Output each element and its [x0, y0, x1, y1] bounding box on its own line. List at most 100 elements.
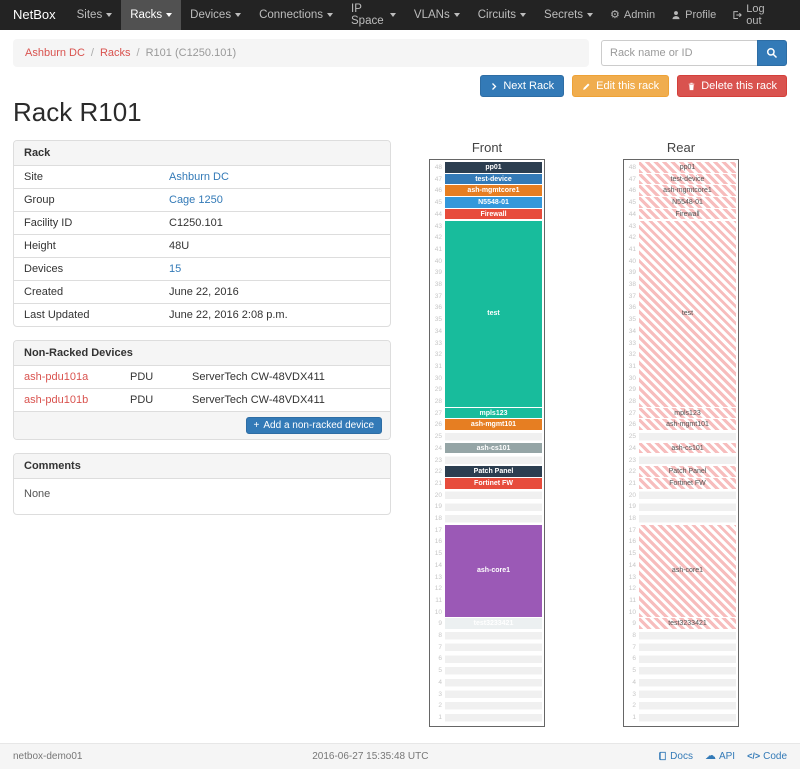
unit-number: 15 [628, 550, 636, 558]
rack-elevations: Front 48 47 46 45 44 43 42 41 40 39 38 37 36 35 34 33 32… [429, 140, 739, 727]
attr-label: Last Updated [24, 309, 90, 321]
rack-device-patch-panel-rear[interactable]: Patch Panel [639, 466, 736, 478]
rack-info-panel-title: Rack [14, 141, 390, 166]
rack-device-fortinet-fw-front[interactable]: Fortinet FW [445, 477, 542, 490]
nav-item-ip-space[interactable]: IP Space [342, 0, 405, 30]
unit-number: 6 [438, 655, 442, 663]
rack-device-pp01-front[interactable]: pp01 [445, 162, 542, 174]
unit-number: 17 [628, 526, 636, 534]
attr-value-link[interactable]: Ashburn DC [169, 171, 229, 183]
unit-number: 10 [434, 608, 442, 616]
next-rack-button[interactable]: Next Rack [480, 75, 565, 97]
attr-value-text: C1250.101 [169, 217, 223, 229]
unit-number: 16 [434, 538, 442, 546]
rack-device-ash-core1-front[interactable]: ash-core1 [445, 524, 542, 619]
device-link-ash-pdu101b[interactable]: ash-pdu101b [24, 394, 89, 406]
front-slots: pp01 test-device ash-mgmtcore1 N5548-01 Fire… [445, 162, 542, 724]
unit-number: 41 [628, 245, 636, 253]
unit-number: 14 [434, 561, 442, 569]
rack-device-firewall-rear[interactable]: Firewall [639, 208, 736, 221]
unit-number: 37 [628, 292, 636, 300]
rack-device-pp01-rear[interactable]: pp01 [639, 162, 736, 174]
unit-number: 38 [434, 281, 442, 288]
rack-device-test3233421-rear[interactable]: test3233421 [639, 618, 736, 630]
rack-device-test-device-rear[interactable]: test-device [639, 173, 736, 186]
rack-device-ash-cs101-front[interactable]: ash-cs101 [445, 442, 542, 455]
next-rack-label: Next Rack [503, 80, 555, 92]
footer-link-api[interactable]: ☁ API [704, 749, 735, 762]
chevron-down-icon [587, 13, 594, 17]
nav-item-vlans[interactable]: VLANs [405, 0, 469, 30]
unit-number: 46 [628, 187, 636, 195]
rack-device-ash-core1-rear[interactable]: ash-core1 [639, 524, 736, 619]
nav-item-circuits[interactable]: Circuits [469, 0, 535, 30]
rack-device-n5548-01-front[interactable]: N5548-01 [445, 197, 542, 209]
rack-device-mpls123-front[interactable]: mpls123 [445, 407, 542, 420]
rack-attr-row-created: Created June 22, 2016 [14, 280, 390, 303]
app-brand[interactable]: NetBox [13, 7, 56, 22]
unit-number: 31 [628, 362, 636, 370]
content-row: Rack Site Ashburn DC Group Cage 1250 Facilit… [13, 140, 787, 727]
attr-label: Height [24, 240, 56, 252]
unit-number: 44 [434, 210, 442, 218]
search-button[interactable] [757, 40, 787, 66]
nav-item-label: IP Space [351, 3, 384, 27]
device-type: ServerTech CW-48VDX411 [192, 371, 325, 383]
nav-item-racks[interactable]: Racks [121, 0, 182, 30]
breadcrumb-item-racks[interactable]: Racks [99, 47, 131, 59]
unit-number: 42 [434, 234, 442, 242]
footer-links: Docs ☁ API </> Code [658, 749, 787, 762]
non-racked-device-row: ash-pdu101b PDU ServerTech CW-48VDX411 [14, 388, 390, 411]
chevron-down-icon [166, 13, 173, 17]
nav-item-devices[interactable]: Devices [181, 0, 250, 30]
unit-number: 48 [628, 164, 636, 171]
rack-device-patch-panel-front[interactable]: Patch Panel [445, 466, 542, 478]
footer-link-docs[interactable]: Docs [658, 751, 693, 762]
navbar-profile-button[interactable]: Profile [663, 0, 724, 30]
cloud-icon: ☁ [704, 749, 716, 762]
rack-attr-row-facility-id: Facility ID C1250.101 [14, 211, 390, 234]
device-link-ash-pdu101a[interactable]: ash-pdu101a [24, 371, 89, 383]
footer-link-code[interactable]: </> Code [747, 751, 787, 762]
rack-device-test-rear[interactable]: test [639, 220, 736, 408]
edit-rack-button[interactable]: Edit this rack [572, 75, 670, 97]
navbar-log-out-button[interactable]: Log out [724, 0, 787, 30]
search-input[interactable] [601, 40, 757, 66]
rack-device-fortinet-fw-rear[interactable]: Fortinet FW [639, 477, 736, 490]
nav-item-sites[interactable]: Sites [68, 0, 122, 30]
pencil-icon [582, 82, 591, 91]
rack-device-n5548-01-rear[interactable]: N5548-01 [639, 197, 736, 209]
unit-number: 28 [434, 398, 442, 405]
rack-device-ash-mgmt101-rear[interactable]: ash-mgmt101 [639, 419, 736, 432]
add-non-racked-device-button[interactable]: + Add a non-racked device [245, 417, 382, 434]
nav-item-secrets[interactable]: Secrets [535, 0, 602, 30]
attr-value-link[interactable]: Cage 1250 [169, 194, 223, 206]
rack-device-firewall-front[interactable]: Firewall [445, 208, 542, 221]
navbar-admin-button[interactable]: ⚙ Admin [602, 0, 663, 30]
rack-device-ash-mgmtcore1-front[interactable]: ash-mgmtcore1 [445, 185, 542, 198]
rack-device-test-front[interactable]: test [445, 220, 542, 408]
device-type: ServerTech CW-48VDX411 [192, 394, 325, 406]
chevron-down-icon [389, 13, 396, 17]
unit-number: 35 [628, 316, 636, 324]
attr-value-link[interactable]: 15 [169, 263, 182, 275]
chevron-down-icon [106, 13, 113, 17]
rack-device-ash-cs101-rear[interactable]: ash-cs101 [639, 442, 736, 455]
search-icon [766, 47, 778, 59]
delete-rack-button[interactable]: Delete this rack [677, 75, 787, 97]
rack-device-ash-mgmtcore1-rear[interactable]: ash-mgmtcore1 [639, 185, 736, 198]
rack-device-ash-mgmt101-front[interactable]: ash-mgmt101 [445, 419, 542, 432]
unit-number: 27 [434, 409, 442, 417]
attr-value-text: 48U [169, 240, 190, 252]
rack-device-test3233421-front[interactable]: test3233421 [445, 618, 542, 630]
breadcrumb-item-ashburn-dc[interactable]: Ashburn DC [25, 47, 85, 59]
unit-number: 34 [628, 327, 636, 335]
rear-rack-column: Rear 48 47 46 45 44 43 42 41 40 39 38 37 36 35 34 33 32 3… [623, 140, 739, 727]
rack-device-test-device-front[interactable]: test-device [445, 173, 542, 186]
nav-item-connections[interactable]: Connections [250, 0, 342, 30]
nav-item-label: Racks [130, 9, 163, 21]
unit-number: 5 [632, 667, 636, 675]
rack-device-mpls123-rear[interactable]: mpls123 [639, 407, 736, 420]
non-racked-rows: ash-pdu101a PDU ServerTech CW-48VDX411 ash-… [14, 366, 390, 411]
unit-number: 48 [434, 164, 442, 171]
